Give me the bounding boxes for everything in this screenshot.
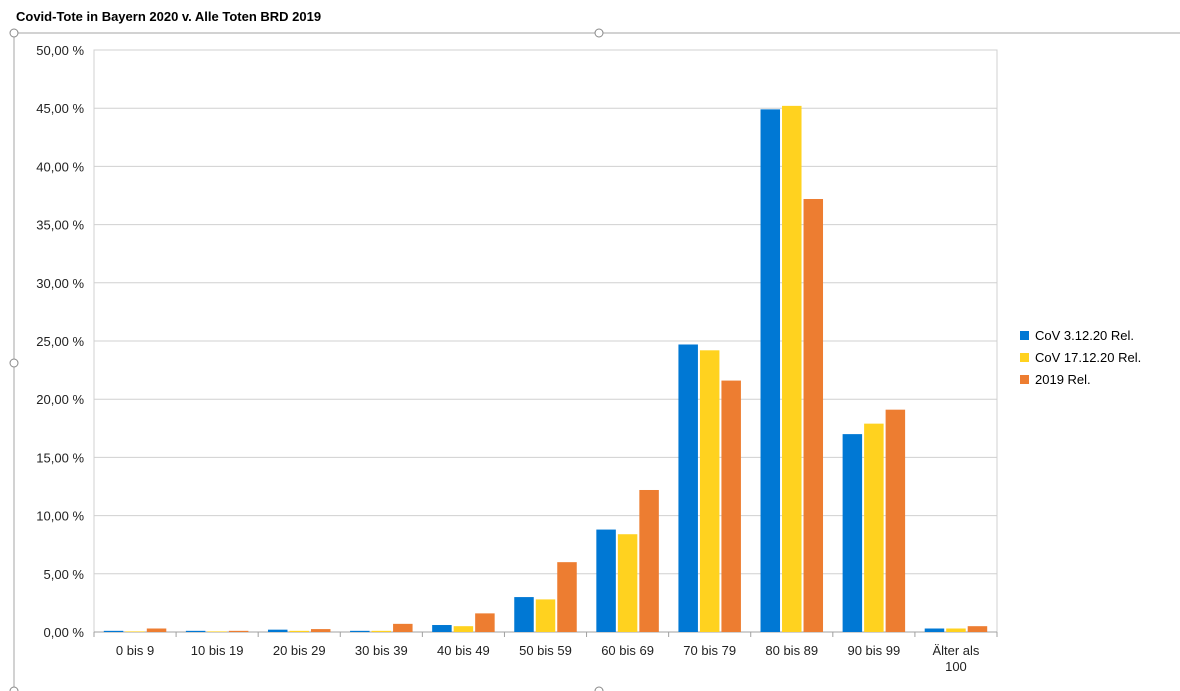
y-tick-label: 30,00 % [36,276,84,291]
resize-handle-top-center[interactable] [594,28,604,38]
x-tick-label: 70 bis 79 [683,643,736,658]
legend-label: CoV 3.12.20 Rel. [1035,327,1135,343]
bar [514,597,534,632]
bar [782,105,802,632]
x-tick-label: 50 bis 59 [519,643,572,658]
bar [842,434,863,632]
bar [924,628,945,632]
y-tick-label: 35,00 % [36,218,84,233]
x-tick-label: 30 bis 39 [355,643,408,658]
bar [103,630,124,632]
bar [453,626,474,632]
bar [432,625,452,632]
legend-item: 2019 Rel. [1020,368,1141,390]
y-tick-label: 0,00 % [44,625,85,640]
x-tick-label: 80 bis 89 [765,643,818,658]
bar [864,423,884,632]
bar [535,599,556,632]
x-tick-label: 0 bis 9 [116,643,154,658]
legend-item: CoV 17.12.20 Rel. [1020,346,1141,368]
y-tick-label: 20,00 % [36,392,84,407]
bar [678,344,698,632]
bar [946,628,966,632]
bar [803,198,824,632]
legend-swatch [1020,352,1029,362]
bar [699,350,720,632]
y-tick-label: 40,00 % [36,159,84,174]
bar [185,630,206,632]
x-tick-label: 60 bis 69 [601,643,654,658]
bar [146,628,167,632]
bar [596,529,616,632]
bar [393,623,413,632]
resize-handle-bottom-center[interactable] [594,686,604,691]
bar [310,629,331,632]
bar [267,629,288,632]
chart-title: Covid-Tote in Bayern 2020 v. Alle Toten … [16,9,322,24]
legend-item: CoV 3.12.20 Rel. [1020,324,1141,346]
resize-handle-middle-left[interactable] [9,358,19,368]
bar [475,613,495,632]
bar [885,409,906,632]
bar [207,631,227,632]
bar [125,631,145,632]
resize-handle-bottom-left[interactable] [9,686,19,691]
bar [760,109,781,632]
bar [228,630,249,632]
bar [371,630,392,632]
bar [639,489,659,632]
y-tick-label: 15,00 % [36,450,84,465]
legend-swatch [1020,374,1029,384]
y-tick-label: 25,00 % [36,334,84,349]
x-tick-label: 40 bis 49 [437,643,490,658]
x-tick-label: 10 bis 19 [191,643,244,658]
legend-swatch [1020,330,1029,340]
x-tick-label: 90 bis 99 [847,643,900,658]
y-tick-label: 10,00 % [36,509,84,524]
legend-label: 2019 Rel. [1035,371,1091,387]
y-tick-label: 5,00 % [44,567,85,582]
resize-handle-top-left[interactable] [9,28,19,38]
x-tick-label: Älter als 100 [932,643,979,674]
x-tick-label: 20 bis 29 [273,643,326,658]
bar [721,380,741,632]
bar [350,630,370,632]
chart-legend: CoV 3.12.20 Rel. CoV 17.12.20 Rel. 2019 Re… [1020,324,1141,390]
bar [617,534,638,632]
bar [967,626,988,632]
legend-label: CoV 17.12.20 Rel. [1035,349,1142,365]
y-tick-label: 50,00 % [36,43,84,58]
y-tick-label: 45,00 % [36,101,84,116]
bar [289,630,309,632]
bar [557,562,577,632]
